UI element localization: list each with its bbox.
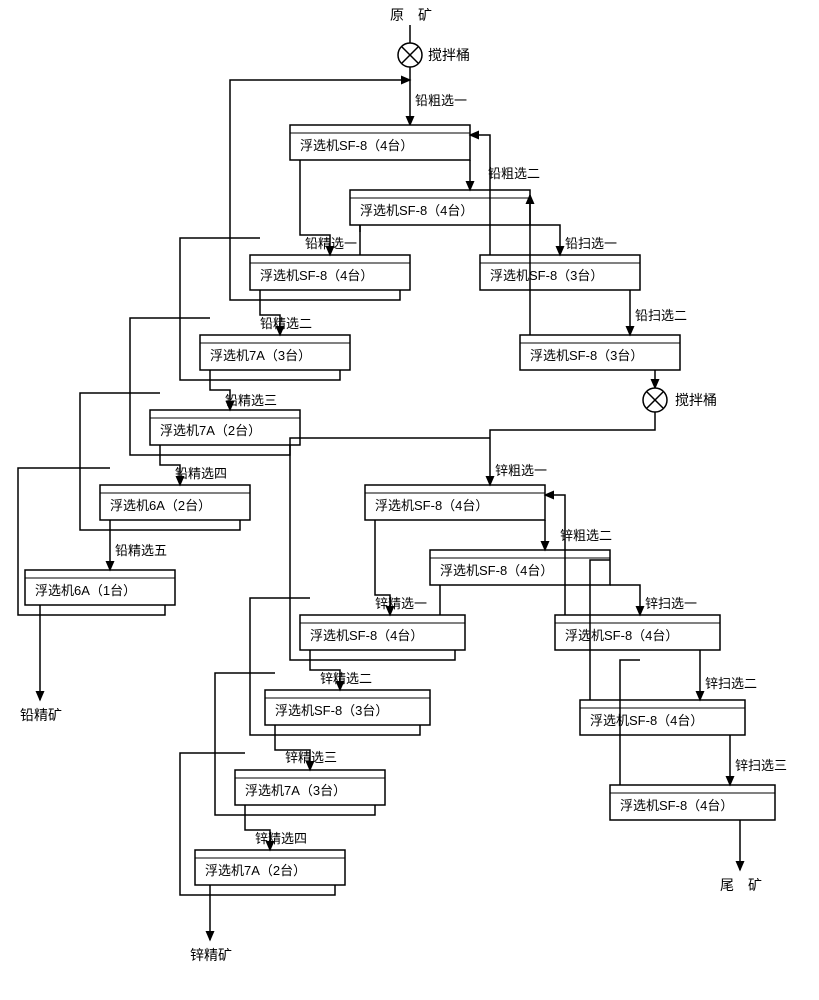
- node-zn_clean4: 浮选机7A（2台）: [195, 850, 345, 885]
- node-pb_clean2: 浮选机7A（3台）: [200, 335, 350, 370]
- node-text-zn_clean3: 浮选机7A（3台）: [245, 783, 346, 798]
- conn-pbr2-pbs1: [530, 225, 560, 255]
- pb-scav1-label: 铅扫选一: [565, 236, 617, 251]
- flowchart-canvas: 原 矿 搅拌桶 铅粗选一 浮选机SF-8（4台） 浮选机SF-8（4台） 浮选机SF…: [0, 0, 819, 1000]
- mixer1-label: 搅拌桶: [428, 47, 470, 63]
- zn-rough1-label: 锌粗选一: [495, 463, 547, 478]
- node-text-pb_clean3: 浮选机7A（2台）: [160, 423, 261, 438]
- node-pb_scav2: 浮选机SF-8（3台）: [520, 335, 680, 370]
- zn-clean2-label: 锌精选二: [320, 671, 372, 686]
- zn-scav2-label: 锌扫选二: [705, 676, 757, 691]
- node-pb_scav1: 浮选机SF-8（3台）: [480, 255, 640, 290]
- node-text-pb_rough2: 浮选机SF-8（4台）: [360, 203, 473, 218]
- pb-clean4-label: 铅精选四: [175, 466, 227, 481]
- node-pb_clean5: 浮选机6A（1台）: [25, 570, 175, 605]
- zn-clean3-label: 锌精选三: [285, 750, 337, 765]
- node-pb_clean4: 浮选机6A（2台）: [100, 485, 250, 520]
- node-pb_clean1: 浮选机SF-8（4台）: [250, 255, 410, 290]
- mixer1: [398, 43, 422, 67]
- pb-scav2-label: 铅扫选二: [635, 308, 687, 323]
- node-text-pb_clean4: 浮选机6A（2台）: [110, 498, 211, 513]
- node-text-zn_clean4: 浮选机7A（2台）: [205, 863, 306, 878]
- node-text-pb_rough1: 浮选机SF-8（4台）: [300, 138, 413, 153]
- node-text-zn_scav2: 浮选机SF-8（4台）: [590, 713, 703, 728]
- node-text-zn_scav1: 浮选机SF-8（4台）: [565, 628, 678, 643]
- node-text-zn_rough2: 浮选机SF-8（4台）: [440, 563, 553, 578]
- zn-clean4-label: 锌精选四: [255, 831, 307, 846]
- node-zn_scav1: 浮选机SF-8（4台）: [555, 615, 720, 650]
- pb-rough1-label: 铅粗选一: [415, 93, 467, 108]
- pb-clean5-label: 铅精选五: [115, 543, 167, 558]
- pb-clean2-label: 铅精选二: [260, 316, 312, 331]
- node-zn_rough1: 浮选机SF-8（4台）: [365, 485, 545, 520]
- feed-label: 原 矿: [390, 7, 432, 23]
- tailings-label: 尾 矿: [720, 877, 762, 893]
- mixer2-label: 搅拌桶: [675, 392, 717, 408]
- node-text-zn_scav3: 浮选机SF-8（4台）: [620, 798, 733, 813]
- pb-clean3-label: 铅精选三: [225, 393, 277, 408]
- node-text-pb_scav2: 浮选机SF-8（3台）: [530, 348, 643, 363]
- zn-rough2-label: 锌粗选二: [560, 528, 612, 543]
- node-pb_rough2: 浮选机SF-8（4台）: [350, 190, 530, 225]
- node-text-pb_scav1: 浮选机SF-8（3台）: [490, 268, 603, 283]
- node-text-zn_clean2: 浮选机SF-8（3台）: [275, 703, 388, 718]
- node-text-pb_clean2: 浮选机7A（3台）: [210, 348, 311, 363]
- pb-rough2-label: 铅粗选二: [488, 166, 540, 181]
- zn-scav1-label: 锌扫选一: [645, 596, 697, 611]
- node-text-zn_clean1: 浮选机SF-8（4台）: [310, 628, 423, 643]
- node-pb_rough1: 浮选机SF-8（4台）: [290, 125, 470, 160]
- node-text-pb_clean5: 浮选机6A（1台）: [35, 583, 136, 598]
- zn-clean1-label: 锌精选一: [375, 596, 427, 611]
- node-pb_clean3: 浮选机7A（2台）: [150, 410, 300, 445]
- node-text-zn_rough1: 浮选机SF-8（4台）: [375, 498, 488, 513]
- node-zn_clean2: 浮选机SF-8（3台）: [265, 690, 430, 725]
- mixer2: [643, 388, 667, 412]
- pb-clean1-label: 铅精选一: [305, 236, 357, 251]
- node-zn_scav3: 浮选机SF-8（4台）: [610, 785, 775, 820]
- conn-znr2-zns1: [610, 585, 640, 615]
- zn-concentrate-label: 锌精矿: [190, 947, 232, 963]
- node-zn_rough2: 浮选机SF-8（4台）: [430, 550, 610, 585]
- node-zn_clean3: 浮选机7A（3台）: [235, 770, 385, 805]
- node-text-pb_clean1: 浮选机SF-8（4台）: [260, 268, 373, 283]
- zn-scav3-label: 锌扫选三: [735, 758, 787, 773]
- node-zn_clean1: 浮选机SF-8（4台）: [300, 615, 465, 650]
- node-zn_scav2: 浮选机SF-8（4台）: [580, 700, 745, 735]
- pb-concentrate-label: 铅精矿: [20, 707, 62, 723]
